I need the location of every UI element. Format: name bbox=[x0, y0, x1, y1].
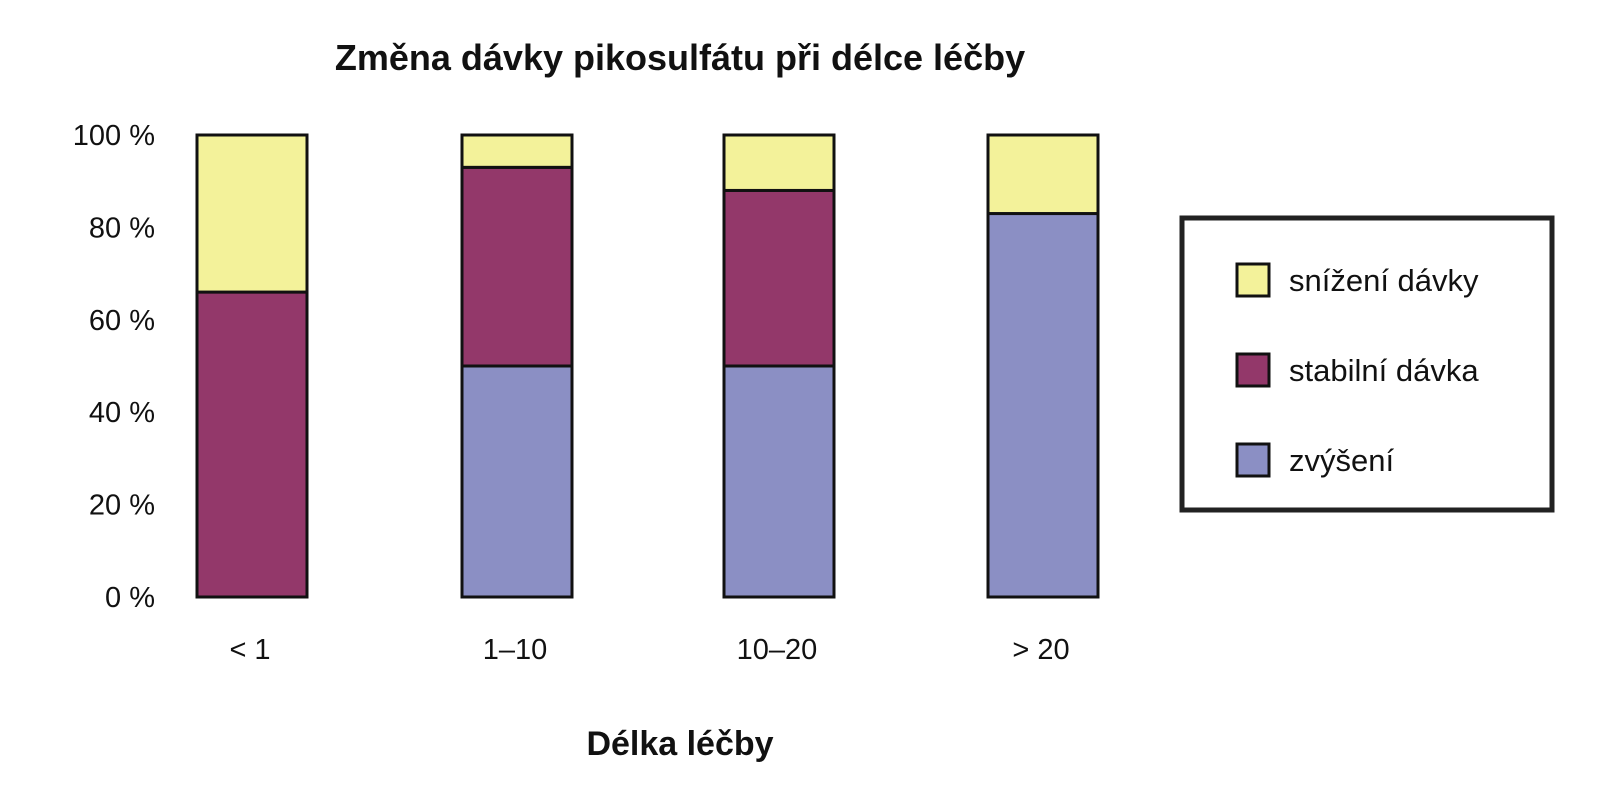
y-tick-label: 80 % bbox=[89, 212, 155, 244]
y-axis: 0 % 20 % 40 % 60 % 80 % 100 % bbox=[73, 120, 155, 614]
bar-segment bbox=[460, 364, 574, 599]
x-tick-label: < 1 bbox=[229, 634, 270, 666]
legend-swatch bbox=[1235, 442, 1271, 478]
y-tick-label: 40 % bbox=[89, 397, 155, 429]
x-axis: < 1 1–10 10–20 > 20 bbox=[229, 634, 1069, 666]
bar-segment bbox=[195, 290, 309, 599]
bar-segment bbox=[460, 165, 574, 368]
bar-segment bbox=[722, 188, 836, 368]
legend: snížení dávky stabilní dávka zvýšení bbox=[1179, 215, 1555, 513]
bars bbox=[195, 133, 1100, 599]
bar-segment bbox=[195, 133, 309, 294]
bar-segment bbox=[986, 133, 1100, 216]
legend-label: zvýšení bbox=[1289, 443, 1394, 478]
bar-segment bbox=[722, 133, 836, 192]
x-tick-label: 1–10 bbox=[483, 634, 548, 666]
bar-segment bbox=[722, 364, 836, 599]
chart-title: Změna dávky pikosulfátu při délce léčby bbox=[335, 37, 1025, 78]
x-axis-label: Délka léčby bbox=[586, 725, 773, 763]
legend-swatch bbox=[1235, 352, 1271, 388]
y-tick-label: 100 % bbox=[73, 120, 155, 152]
x-tick-label: > 20 bbox=[1012, 634, 1069, 666]
x-tick-label: 10–20 bbox=[737, 634, 818, 666]
bar-segment bbox=[986, 212, 1100, 599]
legend-label: stabilní dávka bbox=[1289, 353, 1479, 388]
y-tick-label: 60 % bbox=[89, 305, 155, 337]
bar-segment bbox=[460, 133, 574, 169]
y-tick-label: 0 % bbox=[105, 582, 155, 614]
y-tick-label: 20 % bbox=[89, 490, 155, 522]
legend-swatch bbox=[1235, 262, 1271, 298]
legend-label: snížení dávky bbox=[1289, 263, 1479, 298]
